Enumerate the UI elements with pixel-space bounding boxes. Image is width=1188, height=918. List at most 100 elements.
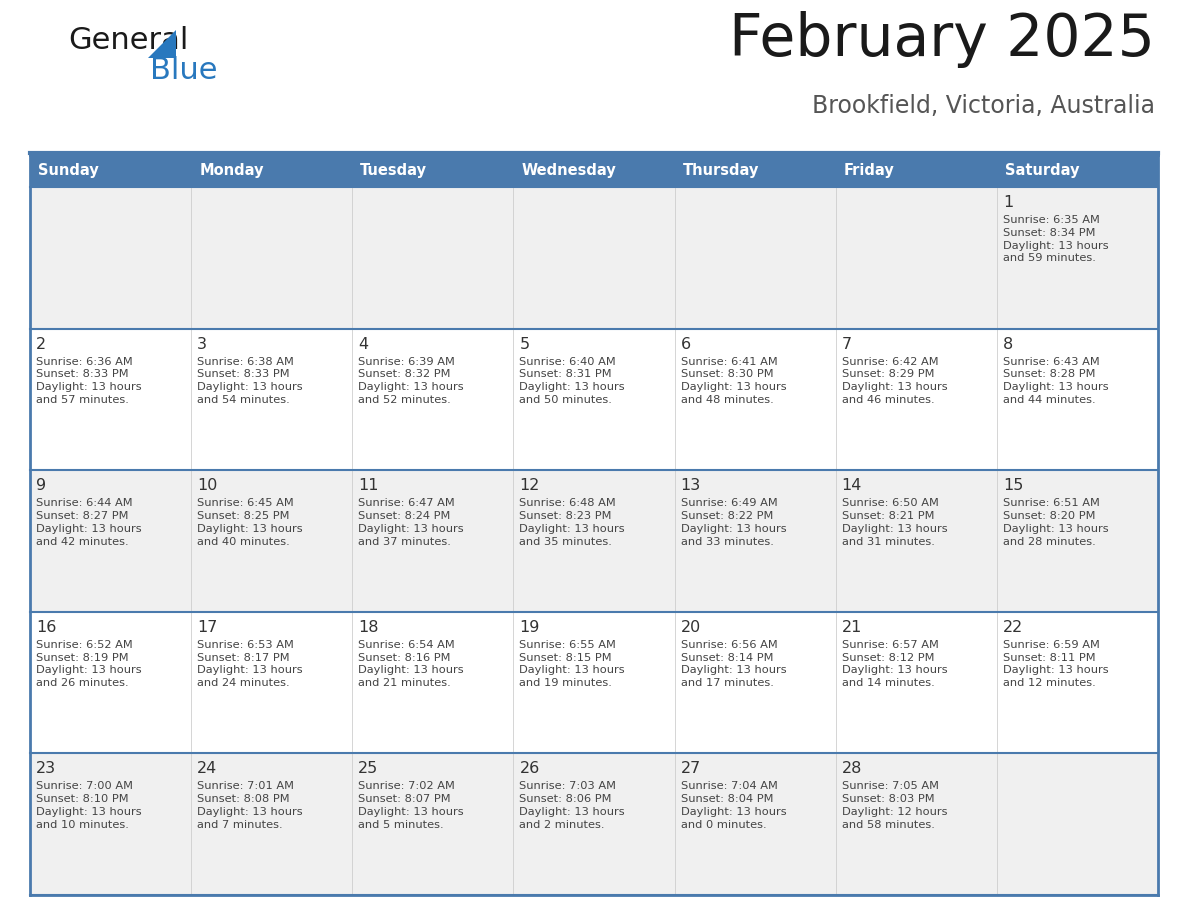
Text: Sunrise: 7:03 AM
Sunset: 8:06 PM
Daylight: 13 hours
and 2 minutes.: Sunrise: 7:03 AM Sunset: 8:06 PM Dayligh… — [519, 781, 625, 830]
Text: Sunrise: 6:38 AM
Sunset: 8:33 PM
Daylight: 13 hours
and 54 minutes.: Sunrise: 6:38 AM Sunset: 8:33 PM Dayligh… — [197, 356, 303, 405]
Bar — [997, 329, 1158, 470]
Text: Sunrise: 7:01 AM
Sunset: 8:08 PM
Daylight: 13 hours
and 7 minutes.: Sunrise: 7:01 AM Sunset: 8:08 PM Dayligh… — [197, 781, 303, 830]
Text: Sunrise: 6:41 AM
Sunset: 8:30 PM
Daylight: 13 hours
and 48 minutes.: Sunrise: 6:41 AM Sunset: 8:30 PM Dayligh… — [681, 356, 786, 405]
Bar — [675, 470, 835, 611]
Bar — [191, 470, 353, 611]
Text: Tuesday: Tuesday — [360, 163, 428, 178]
Text: General: General — [68, 26, 189, 55]
Text: 11: 11 — [359, 478, 379, 493]
Text: 3: 3 — [197, 337, 207, 352]
Bar — [835, 470, 997, 611]
Bar — [191, 611, 353, 754]
Text: Sunrise: 7:02 AM
Sunset: 8:07 PM
Daylight: 13 hours
and 5 minutes.: Sunrise: 7:02 AM Sunset: 8:07 PM Dayligh… — [359, 781, 463, 830]
Bar — [997, 187, 1158, 329]
Bar — [997, 155, 1158, 187]
Text: Saturday: Saturday — [1005, 163, 1080, 178]
Bar — [30, 187, 191, 329]
Text: February 2025: February 2025 — [729, 11, 1155, 68]
Text: 6: 6 — [681, 337, 690, 352]
Text: 25: 25 — [359, 761, 379, 777]
Text: 9: 9 — [36, 478, 46, 493]
Text: Sunrise: 6:43 AM
Sunset: 8:28 PM
Daylight: 13 hours
and 44 minutes.: Sunrise: 6:43 AM Sunset: 8:28 PM Dayligh… — [1003, 356, 1108, 405]
Bar — [353, 754, 513, 895]
Text: Sunrise: 6:54 AM
Sunset: 8:16 PM
Daylight: 13 hours
and 21 minutes.: Sunrise: 6:54 AM Sunset: 8:16 PM Dayligh… — [359, 640, 463, 688]
Bar — [835, 754, 997, 895]
Bar — [513, 155, 675, 187]
Text: Sunrise: 6:47 AM
Sunset: 8:24 PM
Daylight: 13 hours
and 37 minutes.: Sunrise: 6:47 AM Sunset: 8:24 PM Dayligh… — [359, 498, 463, 546]
Text: 26: 26 — [519, 761, 539, 777]
Bar — [353, 470, 513, 611]
Text: 21: 21 — [842, 620, 862, 635]
Text: Sunrise: 6:35 AM
Sunset: 8:34 PM
Daylight: 13 hours
and 59 minutes.: Sunrise: 6:35 AM Sunset: 8:34 PM Dayligh… — [1003, 215, 1108, 263]
Bar — [513, 187, 675, 329]
Text: Sunrise: 6:49 AM
Sunset: 8:22 PM
Daylight: 13 hours
and 33 minutes.: Sunrise: 6:49 AM Sunset: 8:22 PM Dayligh… — [681, 498, 786, 546]
Text: Sunrise: 6:36 AM
Sunset: 8:33 PM
Daylight: 13 hours
and 57 minutes.: Sunrise: 6:36 AM Sunset: 8:33 PM Dayligh… — [36, 356, 141, 405]
Text: 27: 27 — [681, 761, 701, 777]
Text: 28: 28 — [842, 761, 862, 777]
Bar — [835, 187, 997, 329]
Bar — [675, 329, 835, 470]
Text: 8: 8 — [1003, 337, 1013, 352]
Bar — [353, 155, 513, 187]
Text: Sunrise: 7:00 AM
Sunset: 8:10 PM
Daylight: 13 hours
and 10 minutes.: Sunrise: 7:00 AM Sunset: 8:10 PM Dayligh… — [36, 781, 141, 830]
Text: Sunrise: 6:57 AM
Sunset: 8:12 PM
Daylight: 13 hours
and 14 minutes.: Sunrise: 6:57 AM Sunset: 8:12 PM Dayligh… — [842, 640, 947, 688]
Text: 1: 1 — [1003, 195, 1013, 210]
Bar — [191, 155, 353, 187]
Text: Blue: Blue — [150, 56, 217, 85]
Text: Sunrise: 6:50 AM
Sunset: 8:21 PM
Daylight: 13 hours
and 31 minutes.: Sunrise: 6:50 AM Sunset: 8:21 PM Dayligh… — [842, 498, 947, 546]
Bar — [675, 611, 835, 754]
Bar — [30, 329, 191, 470]
Bar — [997, 754, 1158, 895]
Bar — [997, 470, 1158, 611]
Text: Sunrise: 6:40 AM
Sunset: 8:31 PM
Daylight: 13 hours
and 50 minutes.: Sunrise: 6:40 AM Sunset: 8:31 PM Dayligh… — [519, 356, 625, 405]
Text: 24: 24 — [197, 761, 217, 777]
Text: Sunrise: 7:05 AM
Sunset: 8:03 PM
Daylight: 12 hours
and 58 minutes.: Sunrise: 7:05 AM Sunset: 8:03 PM Dayligh… — [842, 781, 947, 830]
Text: Wednesday: Wednesday — [522, 163, 617, 178]
Bar — [353, 187, 513, 329]
Text: Sunrise: 6:42 AM
Sunset: 8:29 PM
Daylight: 13 hours
and 46 minutes.: Sunrise: 6:42 AM Sunset: 8:29 PM Dayligh… — [842, 356, 947, 405]
Bar — [30, 611, 191, 754]
Text: Sunrise: 7:04 AM
Sunset: 8:04 PM
Daylight: 13 hours
and 0 minutes.: Sunrise: 7:04 AM Sunset: 8:04 PM Dayligh… — [681, 781, 786, 830]
Text: 19: 19 — [519, 620, 539, 635]
Bar — [191, 187, 353, 329]
Bar — [513, 329, 675, 470]
Text: 2: 2 — [36, 337, 46, 352]
Text: Brookfield, Victoria, Australia: Brookfield, Victoria, Australia — [813, 94, 1155, 118]
Text: Sunrise: 6:45 AM
Sunset: 8:25 PM
Daylight: 13 hours
and 40 minutes.: Sunrise: 6:45 AM Sunset: 8:25 PM Dayligh… — [197, 498, 303, 546]
Text: 7: 7 — [842, 337, 852, 352]
Text: 5: 5 — [519, 337, 530, 352]
Text: Sunrise: 6:51 AM
Sunset: 8:20 PM
Daylight: 13 hours
and 28 minutes.: Sunrise: 6:51 AM Sunset: 8:20 PM Dayligh… — [1003, 498, 1108, 546]
Bar — [835, 329, 997, 470]
Text: Sunday: Sunday — [38, 163, 99, 178]
Text: 16: 16 — [36, 620, 56, 635]
Bar — [353, 329, 513, 470]
Bar — [191, 754, 353, 895]
Text: Thursday: Thursday — [683, 163, 759, 178]
Text: Sunrise: 6:59 AM
Sunset: 8:11 PM
Daylight: 13 hours
and 12 minutes.: Sunrise: 6:59 AM Sunset: 8:11 PM Dayligh… — [1003, 640, 1108, 688]
Bar — [675, 187, 835, 329]
Text: 14: 14 — [842, 478, 862, 493]
Text: 20: 20 — [681, 620, 701, 635]
Bar — [835, 155, 997, 187]
Text: Sunrise: 6:52 AM
Sunset: 8:19 PM
Daylight: 13 hours
and 26 minutes.: Sunrise: 6:52 AM Sunset: 8:19 PM Dayligh… — [36, 640, 141, 688]
Bar — [191, 329, 353, 470]
Text: 4: 4 — [359, 337, 368, 352]
Text: Sunrise: 6:56 AM
Sunset: 8:14 PM
Daylight: 13 hours
and 17 minutes.: Sunrise: 6:56 AM Sunset: 8:14 PM Dayligh… — [681, 640, 786, 688]
Bar — [353, 611, 513, 754]
Text: 17: 17 — [197, 620, 217, 635]
Bar — [30, 155, 191, 187]
Text: Sunrise: 6:39 AM
Sunset: 8:32 PM
Daylight: 13 hours
and 52 minutes.: Sunrise: 6:39 AM Sunset: 8:32 PM Dayligh… — [359, 356, 463, 405]
Text: 10: 10 — [197, 478, 217, 493]
Text: 15: 15 — [1003, 478, 1023, 493]
Text: Monday: Monday — [200, 163, 264, 178]
Text: Friday: Friday — [843, 163, 895, 178]
Text: 13: 13 — [681, 478, 701, 493]
Bar — [513, 611, 675, 754]
Text: 22: 22 — [1003, 620, 1023, 635]
Text: Sunrise: 6:44 AM
Sunset: 8:27 PM
Daylight: 13 hours
and 42 minutes.: Sunrise: 6:44 AM Sunset: 8:27 PM Dayligh… — [36, 498, 141, 546]
Bar — [513, 470, 675, 611]
Polygon shape — [148, 30, 176, 58]
Bar — [513, 754, 675, 895]
Bar — [30, 754, 191, 895]
Text: 12: 12 — [519, 478, 539, 493]
